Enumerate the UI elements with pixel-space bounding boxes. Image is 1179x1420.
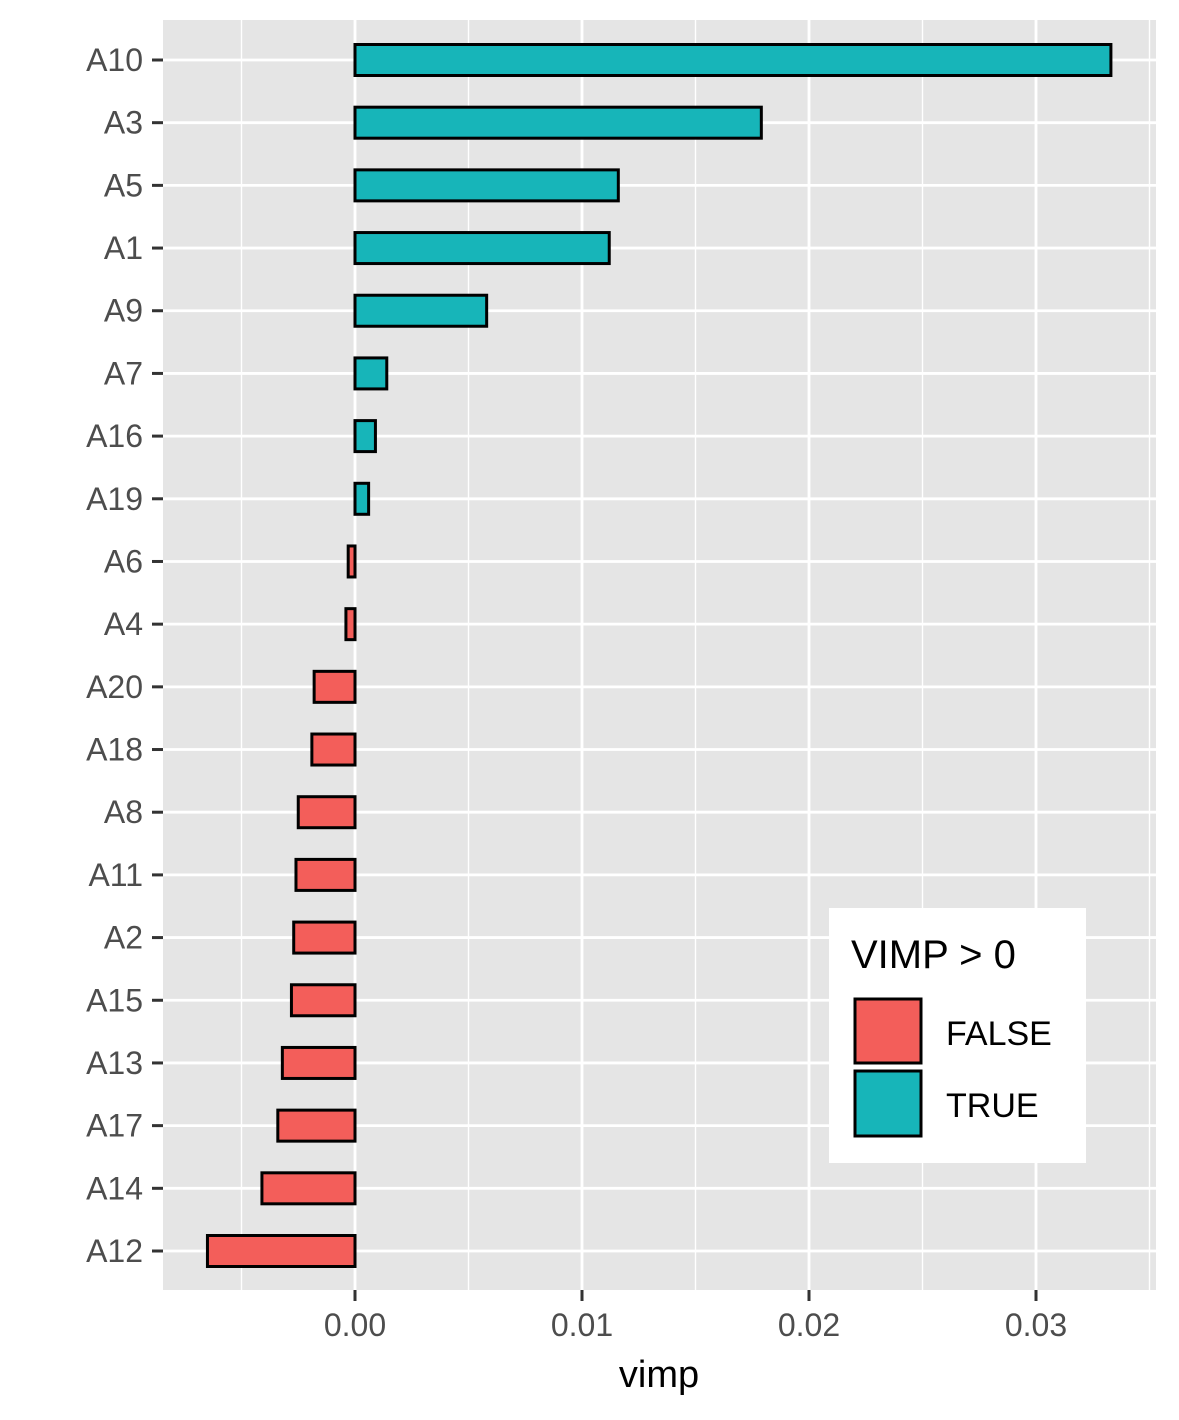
bar-a17 [276,1108,357,1143]
x-axis: 0.00 0.01 0.02 0.03 [324,1290,1067,1343]
y-tick-label-a14: A14 [86,1170,143,1206]
bar-a7 [353,356,389,391]
bar-a19 [353,481,371,516]
y-tick-label-a10: A10 [86,42,143,78]
y-axis: A10 A3 A5 A1 A9 A7 A16 A19 A6 A4 A20 A18 A8 A11 A2 A15 A… [86,42,163,1269]
y-tick-label-a13: A13 [86,1045,143,1081]
y-tick-label-a8: A8 [104,794,143,830]
y-tick-label-a11: A11 [88,857,143,893]
y-tick-label-a2: A2 [104,920,143,956]
y-tick-label-a19: A19 [86,481,143,517]
y-tick-label-a6: A6 [104,543,143,579]
bar-a18 [310,732,357,767]
x-tick-label-1: 0.01 [551,1307,613,1343]
legend-key-false [853,997,923,1065]
bar-a15 [289,983,357,1018]
y-tick-label-a4: A4 [104,606,143,642]
bar-a16 [353,419,377,454]
bar-a10 [353,43,1113,77]
bar-a11 [294,857,357,892]
x-tick-label-3: 0.03 [1005,1307,1067,1343]
y-tick-label-a17: A17 [86,1108,143,1144]
y-tick-label-a5: A5 [104,167,143,203]
legend-label-false: FALSE [946,1015,1052,1053]
legend-title: VIMP > 0 [851,933,1016,977]
bar-a12 [205,1234,357,1268]
bar-a9 [353,293,489,328]
x-tick-label-0: 0.00 [324,1307,386,1343]
y-tick-label-a3: A3 [104,105,143,141]
bar-a5 [353,168,620,203]
bar-a3 [353,105,763,140]
legend: VIMP > 0 FALSE TRUE [829,908,1086,1163]
y-tick-label-a7: A7 [104,355,143,391]
bar-a8 [296,795,357,830]
y-tick-label-a20: A20 [86,669,143,705]
bars [205,43,1113,1268]
bar-a4 [344,607,357,642]
legend-key-true [853,1069,923,1138]
y-tick-label-a16: A16 [86,418,143,454]
bar-a14 [260,1171,357,1206]
bar-a13 [280,1045,357,1080]
x-tick-label-2: 0.02 [778,1307,840,1343]
bar-a1 [353,231,611,266]
x-axis-title: vimp [619,1354,699,1396]
legend-label-true: TRUE [946,1087,1039,1125]
y-tick-label-a15: A15 [86,982,143,1018]
bar-a2 [292,920,357,955]
y-tick-label-a18: A18 [86,732,143,768]
y-tick-label-a1: A1 [104,230,143,266]
y-tick-label-a9: A9 [104,293,143,329]
bar-a20 [312,669,357,704]
bar-a6 [346,544,357,579]
y-tick-label-a12: A12 [86,1233,143,1269]
